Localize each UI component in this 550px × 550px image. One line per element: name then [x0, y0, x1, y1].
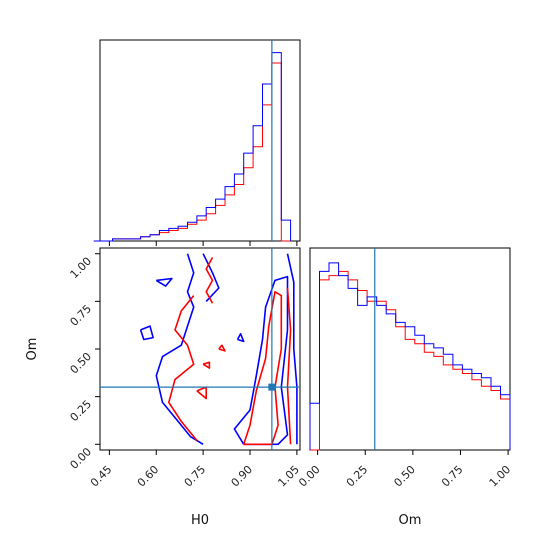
om-histogram-series	[309, 262, 511, 451]
joint-contour-4	[139, 325, 154, 341]
joint-x-tick-label-3: 0.90	[229, 463, 256, 490]
joint-x-ticks: 0.45 0.60 0.75 0.90 1.05	[88, 450, 302, 489]
om-histogram-frame	[309, 247, 511, 451]
om-histogram-x-tick-label-4: 1.00	[487, 463, 514, 490]
joint-contour-3	[155, 277, 173, 287]
joint-y-ticks: 0.00 0.25 0.50 0.75 1.00	[68, 253, 100, 472]
h0-histogram-ticks	[108, 241, 298, 246]
om-histogram-series-2-steps	[309, 262, 511, 450]
h0-histogram-series-1-steps	[93, 62, 291, 242]
joint-x-tick-label-2: 0.75	[182, 463, 209, 490]
joint-contour-8	[168, 295, 198, 442]
joint-y-axis-label: Om	[25, 338, 40, 361]
om-histogram-x-tick-label-1: 0.25	[344, 463, 371, 490]
joint-panel: 0.45 0.60 0.75 0.90 1.05 0.00 0.25 0.50 0.75 1.0…	[25, 247, 302, 528]
h0-histogram-frame	[99, 39, 301, 242]
joint-contours	[139, 253, 298, 446]
joint-y-tick-label-2: 0.50	[68, 350, 95, 377]
joint-truth-marker	[268, 383, 276, 391]
om-x-axis-label: Om	[399, 513, 422, 528]
joint-contour-5	[236, 332, 245, 343]
joint-x-tick-label-4: 1.05	[275, 463, 302, 490]
om-histogram-ticks: 0.00 0.25 0.50 0.75 1.00	[296, 450, 513, 489]
h0-histogram-series	[93, 52, 292, 242]
joint-y-tick-label-1: 0.25	[68, 398, 95, 425]
joint-x-tick-label-1: 0.60	[135, 463, 162, 490]
om-histogram-x-tick-label-3: 0.75	[439, 463, 466, 490]
h0-histogram-panel	[93, 39, 301, 246]
joint-contour-6	[233, 275, 289, 446]
joint-y-tick-label-4: 1.00	[68, 255, 95, 282]
h0-histogram-series-2-steps	[93, 52, 292, 242]
joint-contour-13	[242, 290, 283, 446]
om-histogram-series-1-steps	[310, 270, 511, 451]
joint-contour-11	[202, 361, 211, 369]
om-histogram-x-tick-label-2: 0.50	[391, 463, 418, 490]
om-histogram-x-tick-label-0: 0.00	[296, 463, 323, 490]
joint-contour-2	[202, 253, 220, 302]
joint-frame	[99, 247, 301, 451]
joint-contour-10	[196, 386, 207, 400]
joint-contour-9	[205, 257, 214, 304]
om-histogram-panel: 0.00 0.25 0.50 0.75 1.00 Om	[296, 247, 513, 528]
joint-x-tick-label-0: 0.45	[88, 463, 115, 490]
joint-y-tick-label-3: 0.75	[68, 302, 95, 329]
joint-contour-1	[155, 253, 204, 445]
joint-y-tick-label-0: 0.00	[68, 445, 95, 472]
joint-contour-7	[286, 253, 298, 445]
joint-x-axis-label: H0	[191, 513, 209, 528]
joint-contour-12	[218, 344, 226, 352]
joint-contour-14	[286, 287, 292, 445]
